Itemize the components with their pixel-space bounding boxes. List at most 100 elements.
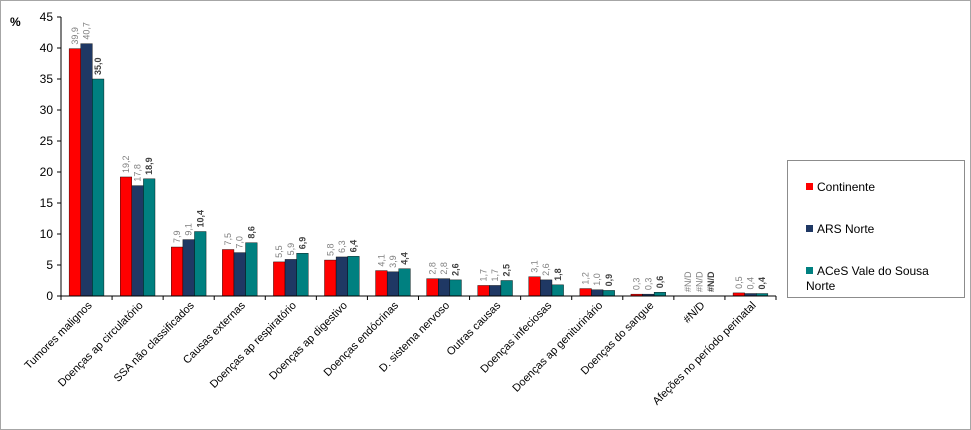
data-label: #N/D [694, 271, 704, 292]
x-tick-label: Doenças ap respiratório [208, 300, 299, 391]
data-label: 1,7 [479, 269, 489, 282]
bar [653, 292, 666, 297]
y-tick-label: 20 [40, 165, 54, 179]
legend-item-continente: Continente [806, 180, 875, 195]
legend: Continente ARS Norte ACeS Vale do Sousa … [787, 160, 965, 298]
bar [375, 270, 388, 297]
data-label: 0,3 [643, 278, 653, 291]
data-label: 6,3 [337, 240, 347, 253]
bar [80, 43, 93, 297]
data-label: 10,4 [195, 210, 205, 228]
data-label: 35,0 [93, 57, 103, 75]
y-tick-label: 30 [40, 103, 54, 117]
bar [426, 278, 439, 297]
bar [143, 178, 156, 297]
x-tick-label: Doenças ap circulatório [56, 300, 146, 390]
data-label: 2,8 [427, 262, 437, 275]
legend-label: ARS Norte [817, 222, 875, 236]
data-label: 8,6 [246, 226, 256, 239]
data-label: 1,8 [553, 268, 563, 281]
bar [273, 261, 286, 297]
bars [68, 43, 769, 297]
bar [68, 48, 81, 297]
legend-swatch [806, 183, 813, 190]
data-label: #N/D [683, 271, 693, 292]
data-label: 1,7 [490, 269, 500, 282]
bar [579, 288, 592, 297]
data-label: 1,2 [581, 272, 591, 285]
bar [347, 256, 360, 297]
data-label: 5,5 [274, 245, 284, 258]
bar [489, 285, 502, 297]
data-label: 0,5 [734, 276, 744, 289]
y-axis-title: % [10, 15, 21, 29]
data-label: 18,9 [144, 157, 154, 175]
bar [222, 249, 235, 297]
data-label: 7,9 [172, 231, 182, 244]
legend-swatch [806, 225, 813, 232]
bar [131, 185, 144, 297]
bar [398, 268, 411, 297]
bar [233, 252, 246, 297]
data-label: 2,6 [541, 263, 551, 276]
data-label: 6,9 [297, 237, 307, 250]
y-tick-label: 0 [46, 289, 53, 303]
bar [591, 289, 604, 297]
legend-swatch [806, 267, 813, 274]
bar [551, 284, 564, 297]
data-label: 3,9 [388, 255, 398, 268]
data-label: 17,8 [133, 164, 143, 182]
data-label: #N/D [706, 271, 716, 292]
data-label: 39,9 [70, 27, 80, 45]
bar [602, 290, 615, 297]
data-label: 4,4 [400, 252, 410, 265]
bar [245, 242, 258, 297]
data-label: 0,4 [745, 277, 755, 290]
bar [92, 78, 105, 297]
bar [449, 279, 462, 297]
legend-label: ACeS Vale do Sousa [817, 264, 929, 278]
bar [182, 239, 195, 297]
bar [120, 176, 133, 297]
data-label: 3,1 [530, 260, 540, 273]
legend-item-aces: ACeS Vale do Sousa Norte [806, 264, 929, 294]
bar [386, 271, 399, 297]
y-tick-label: 10 [40, 227, 54, 241]
bar [171, 246, 184, 297]
bar [284, 259, 297, 297]
bar [540, 279, 553, 297]
data-label: 0,3 [632, 278, 642, 291]
bar [296, 253, 309, 297]
data-label: 2,6 [451, 263, 461, 276]
y-tick-label: 15 [40, 196, 54, 210]
data-label: 6,4 [348, 240, 358, 253]
data-label: 0,9 [604, 274, 614, 287]
y-tick-label: 35 [40, 72, 54, 86]
bar [500, 280, 513, 297]
bar [324, 259, 337, 297]
y-tick-label: 25 [40, 134, 54, 148]
legend-item-ars-norte: ARS Norte [806, 222, 874, 237]
data-label: 0,4 [757, 277, 767, 290]
legend-label: Continente [817, 180, 876, 194]
y-tick-label: 45 [40, 10, 54, 24]
data-label: 9,1 [184, 223, 194, 236]
x-tick-label: Doenças ap geniturinário [510, 300, 605, 395]
legend-label-continued: Norte [806, 279, 836, 293]
data-label: 19,2 [121, 155, 131, 173]
bar [438, 278, 451, 297]
data-label: 7,0 [235, 236, 245, 249]
data-label: 2,5 [502, 264, 512, 277]
data-label: 5,8 [325, 244, 335, 257]
x-tick-label: Afeções no período perinatal [651, 300, 759, 408]
data-label: 2,8 [439, 262, 449, 275]
data-label: 1,0 [592, 273, 602, 286]
data-labels: 39,9 19,2 7,9 7,5 5,5 5,8 4,1 2,8 1,7 3,1 1,2 0,3 #N… [70, 22, 767, 292]
x-tick-label: #N/D [681, 300, 707, 326]
bar [528, 276, 541, 297]
data-label: 0,6 [655, 276, 665, 289]
y-axis: 0 5 10 15 20 25 30 35 40 45 [40, 10, 62, 303]
data-label: 40,7 [82, 22, 92, 40]
